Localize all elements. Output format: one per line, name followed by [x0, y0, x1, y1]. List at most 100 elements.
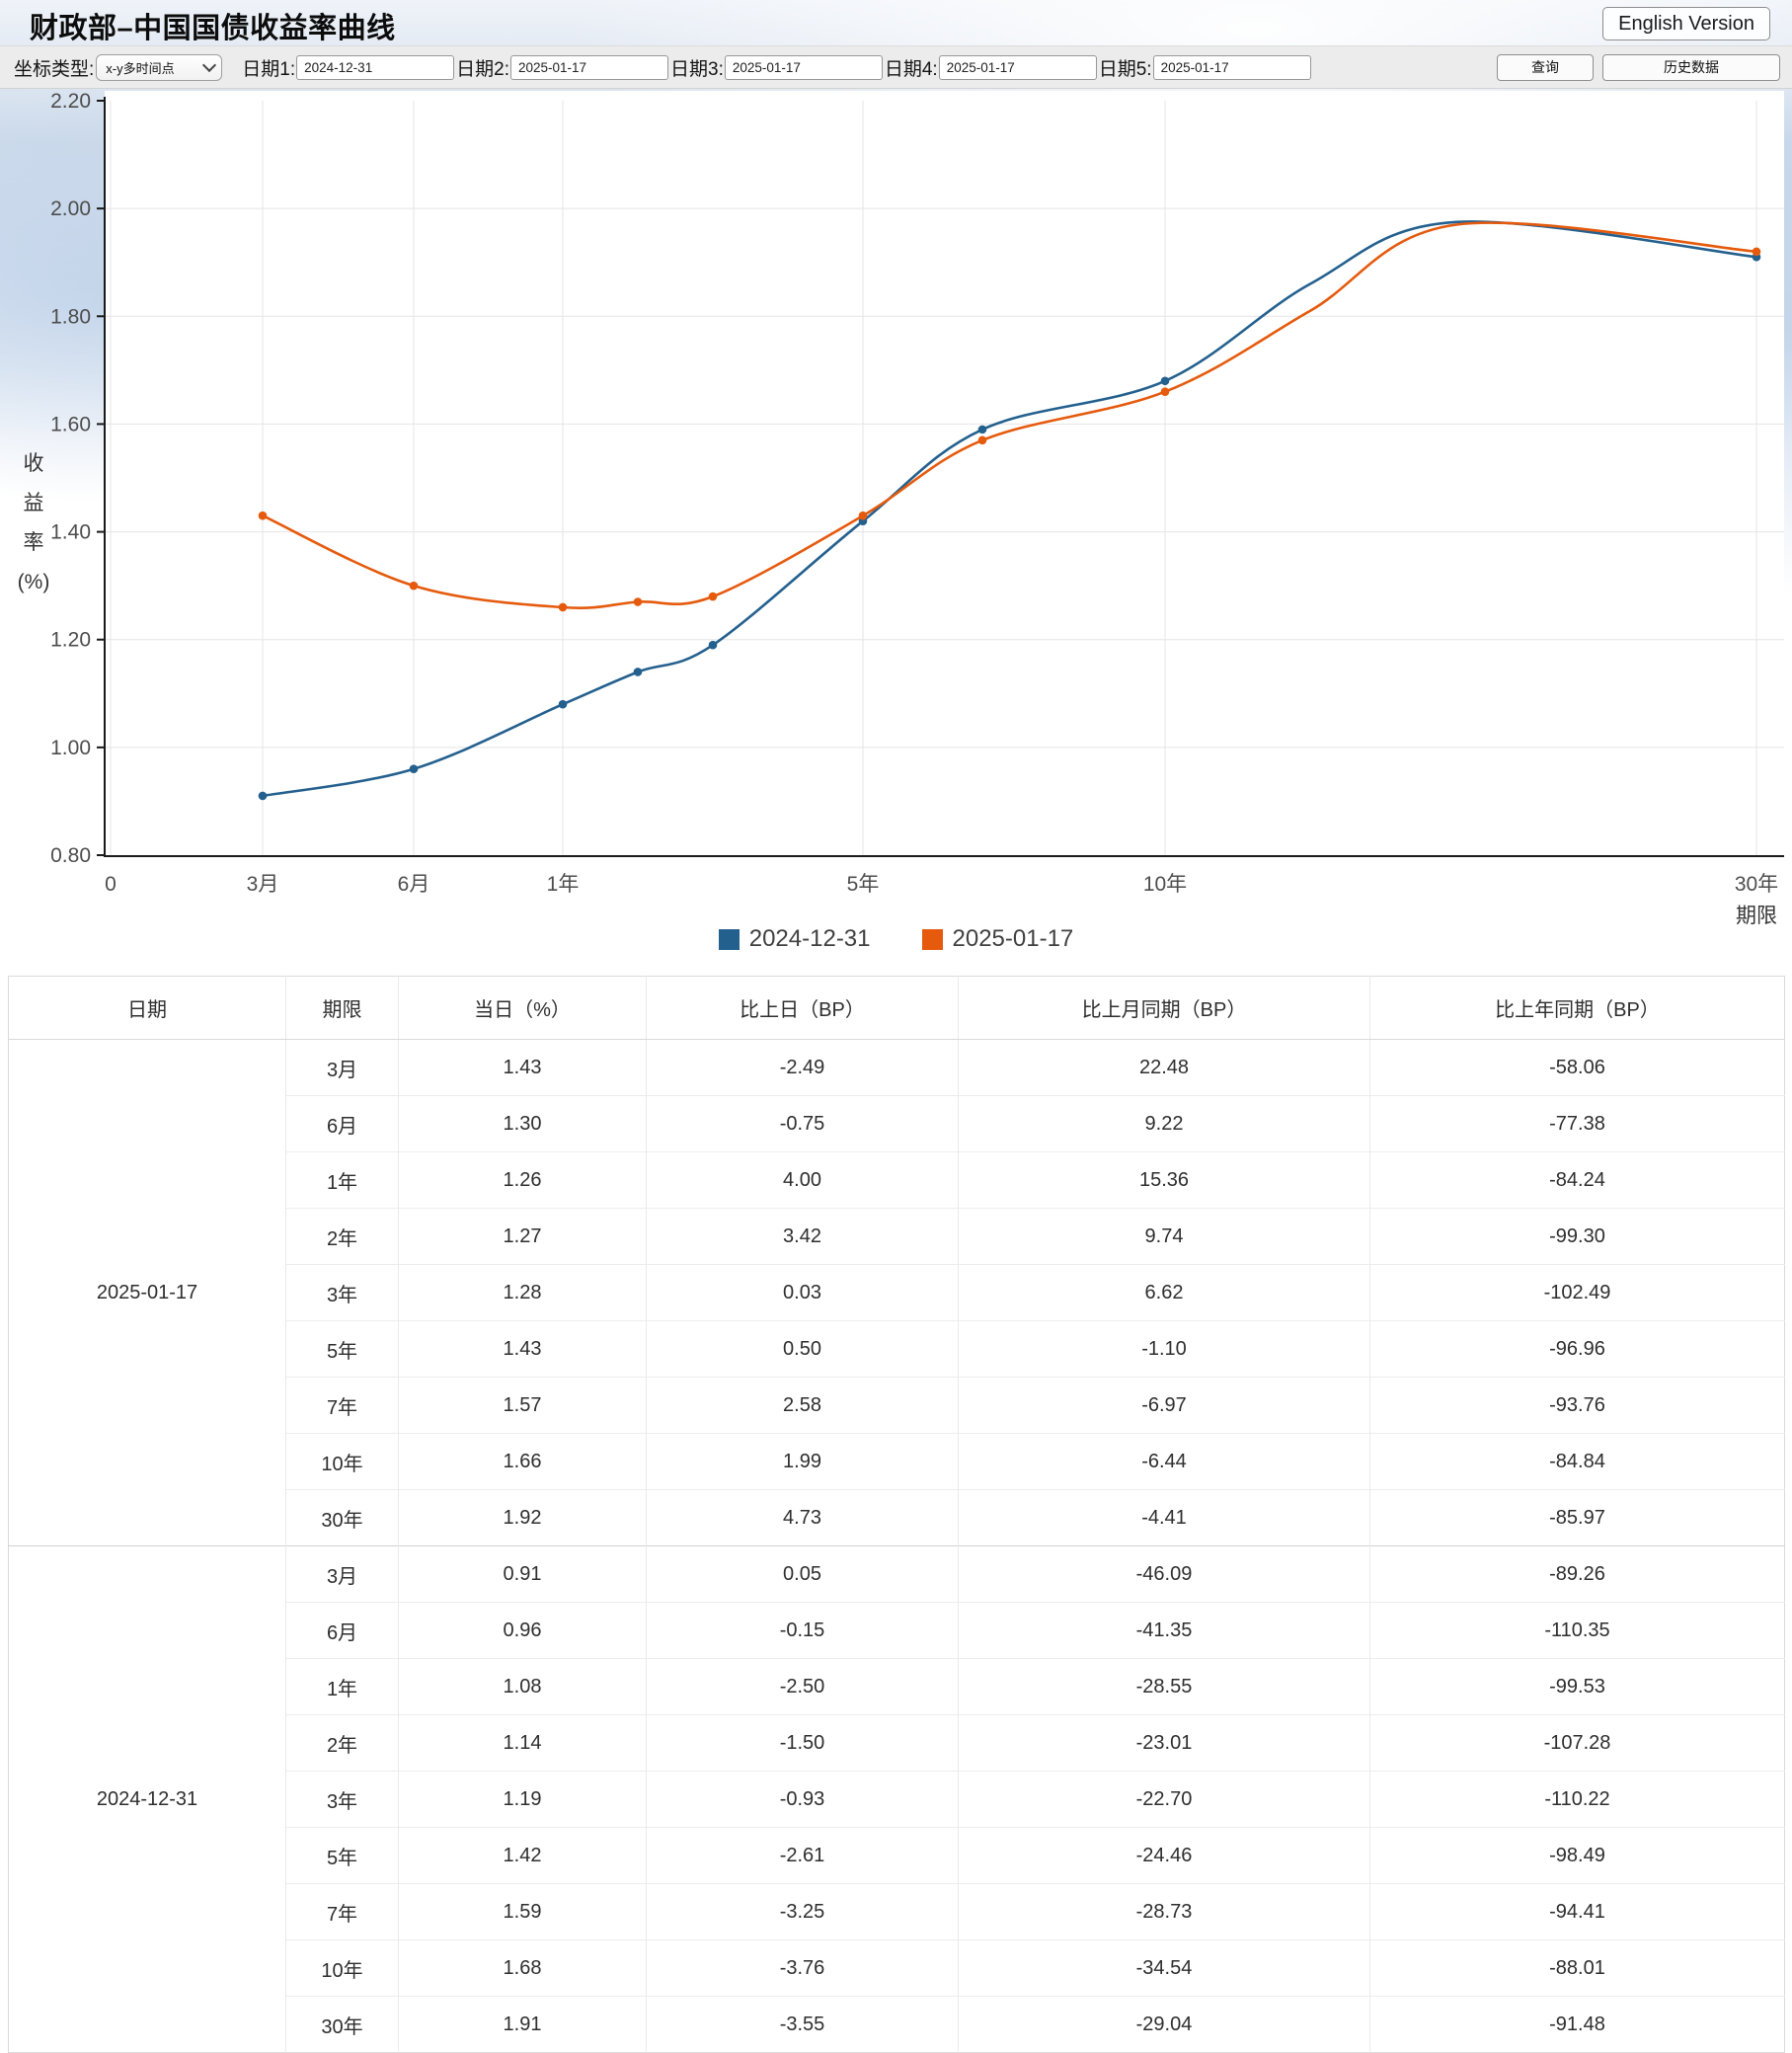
table-cell: 22.48 — [958, 1039, 1370, 1096]
series-line — [262, 220, 1757, 798]
data-point-marker — [977, 435, 987, 445]
table-cell: -110.22 — [1369, 1771, 1785, 1828]
data-point-marker — [977, 425, 987, 434]
table-cell: 0.91 — [398, 1545, 647, 1603]
data-point-marker — [708, 592, 718, 601]
data-point-marker — [708, 640, 718, 650]
table-row: 10年 1.66 1.99 -6.44 -84.84 — [9, 1433, 1785, 1490]
table-cell: 1.14 — [398, 1714, 647, 1772]
coord-type-label: 坐标类型: — [14, 58, 95, 80]
query-button[interactable]: 查询 — [1497, 53, 1594, 81]
data-point-marker — [633, 668, 643, 676]
control-buttons: 查询 历史数据 — [1497, 53, 1780, 81]
yield-table-wrap: 日期 期限 当日（%） 比上日（BP） 比上月同期（BP） 比上年同期（BP） 2025-… — [8, 976, 1785, 2053]
table-cell: -22.70 — [958, 1771, 1370, 1828]
table-cell: -77.38 — [1369, 1095, 1785, 1152]
date-label-1: 日期1: — [242, 58, 296, 80]
table-cell: 3.42 — [646, 1208, 959, 1265]
table-cell: 6月 — [285, 1095, 399, 1152]
data-point-marker — [258, 511, 268, 520]
table-cell: 1.43 — [398, 1039, 647, 1096]
y-tick-label: 1.00 — [50, 737, 91, 759]
x-tick-label: 1年 — [547, 873, 580, 896]
table-cell: -0.15 — [646, 1602, 959, 1659]
legend-swatch-icon — [718, 928, 740, 950]
date-cell: 2024-12-31 — [8, 1545, 286, 2053]
table-cell: 30年 — [285, 1996, 399, 2053]
date-input-1[interactable] — [296, 54, 455, 80]
table-cell: -2.61 — [646, 1827, 959, 1884]
y-tick-label: 0.80 — [50, 844, 91, 867]
table-cell: 1.59 — [398, 1883, 647, 1940]
data-point-marker — [633, 597, 643, 606]
table-cell: 1.42 — [398, 1827, 647, 1884]
y-tick-label: 1.40 — [50, 521, 91, 544]
table-cell: 0.03 — [646, 1264, 959, 1321]
plot-area — [105, 91, 1784, 918]
table-cell: 1年 — [285, 1658, 399, 1715]
table-cell: -29.04 — [958, 1996, 1370, 2053]
coord-type-value: x-y多时间点 — [106, 60, 175, 76]
y-axis-title: 率 — [24, 531, 44, 554]
table-cell: 6.62 — [958, 1264, 1370, 1321]
table-cell: 1.26 — [398, 1151, 647, 1209]
x-tick-label: 10年 — [1143, 873, 1187, 896]
coord-type-select[interactable]: x-y多时间点 — [96, 53, 223, 81]
history-data-button[interactable]: 历史数据 — [1602, 53, 1780, 81]
legend-item[interactable]: 2025-01-17 — [921, 925, 1073, 953]
table-cell: 1.08 — [398, 1658, 647, 1715]
table-row: 30年 1.92 4.73 -4.41 -85.97 — [9, 1489, 1785, 1546]
date-input-3[interactable] — [724, 54, 883, 80]
table-cell: 9.74 — [958, 1208, 1370, 1265]
table-row: 2024-12-31 3月 0.91 0.05 -46.09 -89.26 — [8, 1545, 1785, 2053]
table-cell: -4.41 — [958, 1489, 1370, 1546]
table-cell: -93.76 — [1369, 1377, 1785, 1434]
table-header-cell: 当日（%） — [398, 976, 647, 1040]
table-header-cell: 比上月同期（BP） — [958, 976, 1370, 1040]
table-cell: 1.19 — [398, 1771, 647, 1828]
date-input-5[interactable] — [1152, 54, 1311, 80]
table-cell: 1.57 — [398, 1377, 647, 1434]
table-row: 6月 1.30 -0.75 9.22 -77.38 — [9, 1095, 1785, 1152]
data-point-marker — [1752, 247, 1761, 257]
legend-label: 2024-12-31 — [748, 925, 871, 952]
date-cell: 2025-01-17 — [96, 1281, 198, 1303]
table-cell: 7年 — [285, 1377, 399, 1434]
table-cell: -23.01 — [958, 1714, 1370, 1772]
title-bar: 财政部–中国国债收益率曲线 English Version — [0, 0, 1792, 45]
table-header-cell: 比上年同期（BP） — [1369, 976, 1785, 1040]
table-cell: -58.06 — [1369, 1039, 1785, 1096]
table-header-row: 日期 期限 当日（%） 比上日（BP） 比上月同期（BP） 比上年同期（BP） — [8, 976, 1785, 1040]
table-cell: 3月 — [285, 1039, 399, 1096]
table-cell: 1年 — [285, 1151, 399, 1209]
table-row: 10年 1.68 -3.76 -34.54 -88.01 — [9, 1939, 1785, 1997]
table-cell: -99.30 — [1369, 1208, 1785, 1265]
table-row: 6月 0.96 -0.15 -41.35 -110.35 — [9, 1602, 1785, 1659]
table-cell: -28.73 — [958, 1883, 1370, 1940]
page-title: 财政部–中国国债收益率曲线 — [30, 13, 396, 44]
date-input-4[interactable] — [938, 54, 1097, 80]
y-axis-title: 益 — [24, 492, 44, 514]
date-fields: 日期1: 日期2: 日期3: 日期4: 日期5: — [242, 54, 1312, 81]
table-cell: -0.75 — [646, 1095, 959, 1152]
y-tick-label: 2.00 — [50, 197, 91, 220]
table-header-cell: 日期 — [8, 976, 286, 1040]
date-input-2[interactable] — [510, 54, 668, 80]
table-cell: 6月 — [285, 1602, 399, 1659]
y-axis-title: 收 — [24, 452, 44, 475]
yield-curve-chart: 0.80 1.00 1.20 1.40 1.60 1.80 2.00 2.20 0 3月 6月 1年 5… — [18, 91, 1784, 926]
table-cell: -34.54 — [958, 1939, 1370, 1997]
data-point-marker — [258, 791, 268, 801]
date-label-3: 日期3: — [670, 58, 724, 80]
data-point-marker — [1160, 376, 1170, 386]
table-cell: 1.92 — [398, 1489, 647, 1546]
x-tick-label: 6月 — [398, 873, 430, 896]
x-tick-label: 30年 — [1735, 873, 1778, 896]
english-version-button[interactable]: English Version — [1602, 7, 1770, 40]
table-row: 1年 1.08 -2.50 -28.55 -99.53 — [9, 1658, 1785, 1715]
table-cell: -1.10 — [958, 1320, 1370, 1378]
table-row: 5年 1.43 0.50 -1.10 -96.96 — [9, 1320, 1785, 1378]
legend-item[interactable]: 2024-12-31 — [718, 925, 871, 953]
table-cell: 1.28 — [398, 1264, 647, 1321]
table-cell: 2年 — [285, 1714, 399, 1772]
